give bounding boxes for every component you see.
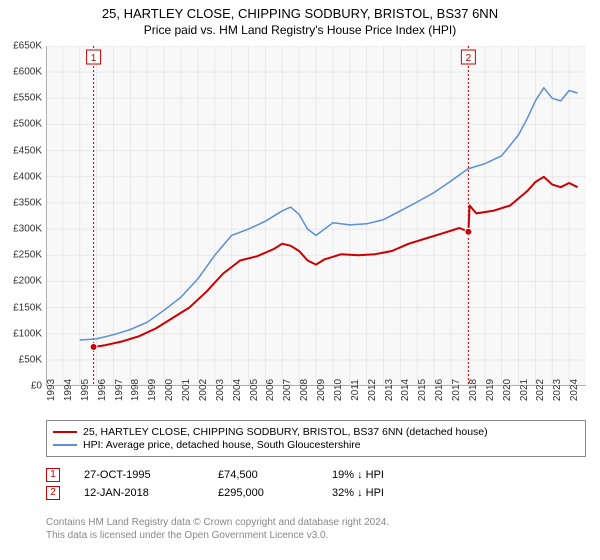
y-tick-label: £400K <box>13 171 42 182</box>
legend-box: 25, HARTLEY CLOSE, CHIPPING SODBURY, BRI… <box>46 420 586 457</box>
y-tick-label: £600K <box>13 67 42 78</box>
sale-price: £74,500 <box>218 469 308 481</box>
x-tick-label: 2018 <box>468 379 479 401</box>
x-tick-label: 1998 <box>130 379 141 401</box>
y-tick-label: £350K <box>13 197 42 208</box>
x-tick-label: 2020 <box>502 379 513 401</box>
y-tick-label: £200K <box>13 276 42 287</box>
x-tick-label: 2006 <box>265 379 276 401</box>
y-tick-label: £450K <box>13 145 42 156</box>
y-tick-label: £250K <box>13 250 42 261</box>
x-tick-label: 2021 <box>519 379 530 401</box>
sales-row: 1 27-OCT-1995 £74,500 19% ↓ HPI <box>46 468 586 482</box>
x-axis-labels: 1993199419951996199719981999200020012002… <box>46 388 586 418</box>
x-tick-label: 2011 <box>350 379 361 401</box>
x-tick-label: 2015 <box>417 379 428 401</box>
x-tick-label: 2023 <box>552 379 563 401</box>
sale-marker-icon: 1 <box>46 468 60 482</box>
x-tick-label: 1997 <box>114 379 125 401</box>
sales-list: 1 27-OCT-1995 £74,500 19% ↓ HPI 2 12-JAN… <box>46 464 586 504</box>
page-title: 25, HARTLEY CLOSE, CHIPPING SODBURY, BRI… <box>0 0 600 21</box>
sale-marker-icon: 2 <box>46 486 60 500</box>
x-tick-label: 2016 <box>434 379 445 401</box>
x-tick-label: 2003 <box>215 379 226 401</box>
footer-attribution: Contains HM Land Registry data © Crown c… <box>46 516 586 542</box>
x-tick-label: 1994 <box>63 379 74 401</box>
x-tick-label: 2004 <box>232 379 243 401</box>
x-tick-label: 2007 <box>282 379 293 401</box>
legend-label: 25, HARTLEY CLOSE, CHIPPING SODBURY, BRI… <box>83 426 488 438</box>
sale-diff: 19% ↓ HPI <box>332 469 442 481</box>
svg-text:1: 1 <box>91 53 97 64</box>
x-tick-label: 2014 <box>400 379 411 401</box>
legend-item: 25, HARTLEY CLOSE, CHIPPING SODBURY, BRI… <box>53 426 579 438</box>
svg-text:2: 2 <box>466 53 472 64</box>
x-tick-label: 1993 <box>46 379 57 401</box>
x-tick-label: 1995 <box>80 379 91 401</box>
sale-diff: 32% ↓ HPI <box>332 487 442 499</box>
legend-swatch <box>53 444 77 446</box>
y-tick-label: £300K <box>13 224 42 235</box>
x-tick-label: 2000 <box>164 379 175 401</box>
x-tick-label: 2008 <box>299 379 310 401</box>
x-tick-label: 2010 <box>333 379 344 401</box>
y-tick-label: £150K <box>13 302 42 313</box>
y-tick-label: £50K <box>19 354 42 365</box>
x-tick-label: 1996 <box>97 379 108 401</box>
x-tick-label: 2012 <box>367 379 378 401</box>
x-tick-label: 2017 <box>451 379 462 401</box>
sales-row: 2 12-JAN-2018 £295,000 32% ↓ HPI <box>46 486 586 500</box>
x-tick-label: 2002 <box>198 379 209 401</box>
y-tick-label: £550K <box>13 93 42 104</box>
y-axis-labels: £0£50K£100K£150K£200K£250K£300K£350K£400… <box>0 46 44 386</box>
x-tick-label: 1999 <box>147 379 158 401</box>
x-tick-label: 2022 <box>535 379 546 401</box>
legend-item: HPI: Average price, detached house, Sout… <box>53 439 579 451</box>
x-tick-label: 2024 <box>569 379 580 401</box>
x-tick-label: 2009 <box>316 379 327 401</box>
footer-line: Contains HM Land Registry data © Crown c… <box>46 516 586 529</box>
x-tick-label: 2005 <box>249 379 260 401</box>
sale-date: 12-JAN-2018 <box>84 487 194 499</box>
y-tick-label: £0 <box>31 381 42 392</box>
x-tick-label: 2001 <box>181 379 192 401</box>
legend-label: HPI: Average price, detached house, Sout… <box>83 439 361 451</box>
y-tick-label: £650K <box>13 41 42 52</box>
legend-swatch <box>53 431 77 433</box>
y-tick-label: £100K <box>13 328 42 339</box>
sale-price: £295,000 <box>218 487 308 499</box>
sale-date: 27-OCT-1995 <box>84 469 194 481</box>
chart-svg: 12 <box>46 46 586 386</box>
chart-plot-area: 12 <box>46 46 586 386</box>
y-tick-label: £500K <box>13 119 42 130</box>
x-tick-label: 2019 <box>485 379 496 401</box>
x-tick-label: 2013 <box>384 379 395 401</box>
footer-line: This data is licensed under the Open Gov… <box>46 529 586 542</box>
page-subtitle: Price paid vs. HM Land Registry's House … <box>0 21 600 39</box>
